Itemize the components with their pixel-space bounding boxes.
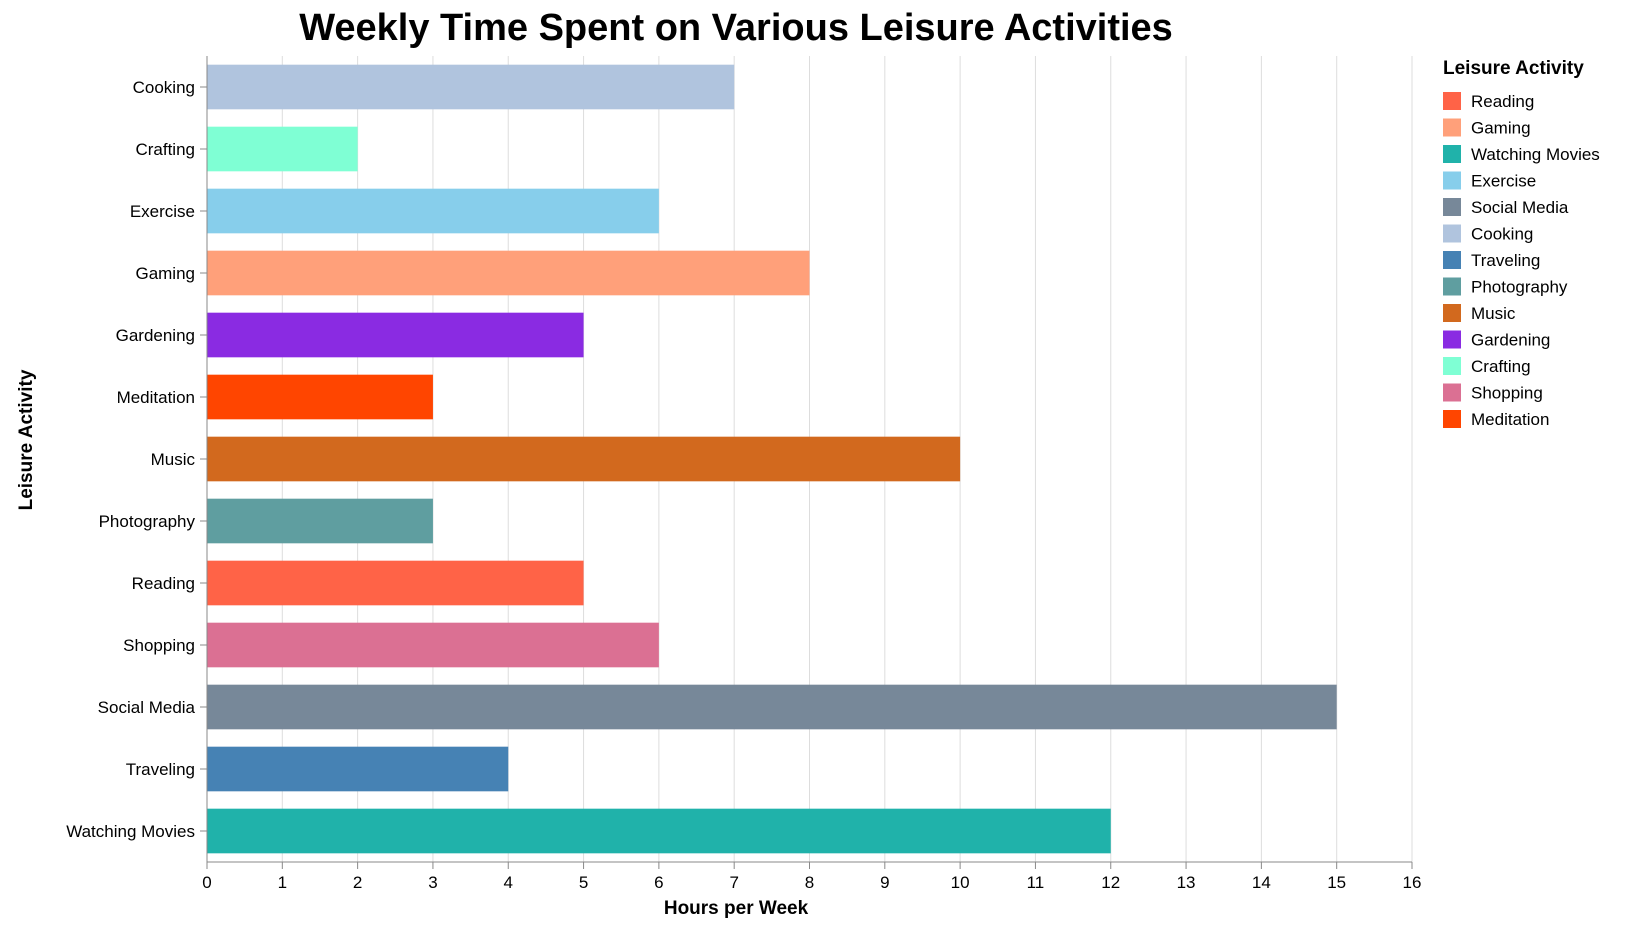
bar-gardening (207, 312, 584, 358)
legend-label: Meditation (1471, 410, 1549, 429)
y-tick-label: Meditation (117, 388, 195, 407)
x-tick-label: 0 (202, 873, 211, 892)
legend-label: Shopping (1471, 384, 1543, 403)
x-tick-label: 3 (428, 873, 437, 892)
bar-reading (207, 560, 584, 606)
bar-music (207, 436, 961, 482)
legend-swatch (1443, 171, 1461, 190)
x-tick-label: 2 (353, 873, 362, 892)
x-tick-label: 1 (278, 873, 287, 892)
legend-swatch (1443, 198, 1461, 216)
bar-crafting (207, 126, 358, 172)
legend-swatch (1443, 304, 1461, 322)
legend-label: Gaming (1471, 119, 1531, 138)
y-tick-label: Social Media (98, 698, 196, 717)
y-tick-label: Reading (132, 574, 195, 593)
x-tick-label: 16 (1403, 873, 1422, 892)
x-tick-label: 6 (654, 873, 663, 892)
y-tick-label: Gaming (135, 264, 195, 283)
y-tick-label: Traveling (126, 760, 195, 779)
bar-shopping (207, 622, 659, 668)
x-tick-label: 5 (579, 873, 588, 892)
legend-label: Crafting (1471, 357, 1531, 376)
x-tick-label: 7 (729, 873, 738, 892)
x-tick-label: 13 (1177, 873, 1196, 892)
legend: Leisure Activity Reading Gaming Watching M… (1443, 58, 1600, 429)
x-axis-title: Hours per Week (664, 898, 809, 919)
legend-label: Social Media (1471, 198, 1569, 217)
legend-swatch (1443, 410, 1461, 428)
x-tick-label: 12 (1101, 873, 1120, 892)
legend-swatch (1443, 357, 1461, 375)
bar-exercise (207, 188, 659, 234)
legend-label: Watching Movies (1471, 145, 1600, 164)
legend-swatch (1443, 145, 1461, 163)
x-tick-label: 11 (1027, 873, 1045, 892)
x-tick-label: 9 (880, 873, 889, 892)
x-tick-label: 15 (1327, 873, 1346, 892)
legend-swatch (1443, 92, 1461, 110)
bar-meditation (207, 374, 433, 420)
y-tick-label: Shopping (123, 636, 195, 655)
bar-gaming (207, 250, 810, 296)
legend-swatch (1443, 383, 1461, 402)
y-tick-label: Watching Movies (66, 822, 195, 841)
legend-swatch (1443, 224, 1461, 243)
bar-cooking (207, 64, 735, 110)
x-tick-label: 4 (504, 873, 513, 892)
legend-title: Leisure Activity (1443, 58, 1584, 79)
y-tick-label: Photography (99, 512, 196, 531)
legend-swatch (1443, 277, 1461, 296)
legend-swatch (1443, 251, 1461, 269)
axes: 0 1 2 3 4 5 6 7 8 9 10 11 12 13 14 15 16CookingCraftingE… (66, 56, 1421, 892)
legend-swatch (1443, 330, 1461, 349)
legend-label: Music (1471, 304, 1516, 323)
bars (207, 64, 1337, 854)
legend-label: Gardening (1471, 331, 1550, 350)
y-tick-label: Crafting (135, 140, 195, 159)
legend-label: Exercise (1471, 172, 1536, 191)
y-axis-title: Leisure Activity (16, 369, 37, 510)
chart-title: Weekly Time Spent on Various Leisure Act… (299, 7, 1173, 49)
y-tick-label: Exercise (130, 202, 195, 221)
y-tick-label: Gardening (116, 326, 195, 345)
legend-label: Traveling (1471, 251, 1540, 270)
x-tick-label: 10 (951, 873, 970, 892)
bar-photography (207, 498, 433, 544)
bar-watching-movies (207, 808, 1111, 854)
legend-label: Photography (1471, 278, 1568, 297)
bar-traveling (207, 746, 509, 792)
bar-social-media (207, 684, 1337, 730)
x-tick-label: 14 (1252, 873, 1271, 892)
legend-swatch (1443, 118, 1461, 137)
y-tick-label: Music (151, 450, 196, 469)
x-tick-label: 8 (805, 873, 814, 892)
legend-label: Cooking (1471, 225, 1533, 244)
legend-label: Reading (1471, 92, 1534, 111)
y-tick-label: Cooking (133, 78, 195, 97)
